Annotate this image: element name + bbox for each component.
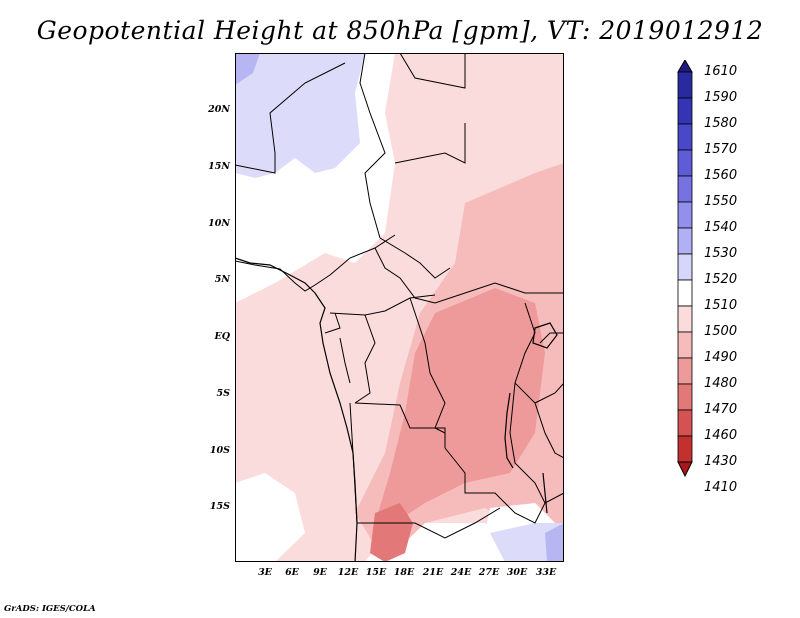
lat-label-10n: 10N <box>208 218 230 229</box>
field-blue-northwest <box>235 53 365 178</box>
lat-label-10s: 10S <box>209 445 230 456</box>
border-line <box>374 247 466 304</box>
colorbar-label: 1520 <box>704 272 738 287</box>
border-line <box>534 382 564 404</box>
lon-label-21e: 21E <box>422 567 444 578</box>
grads-credit: GrADS: IGES/COLA <box>4 604 96 614</box>
colorbar-cell <box>677 97 693 125</box>
border-line <box>539 332 564 344</box>
lake-victoria <box>532 322 558 349</box>
country-borders <box>235 53 564 539</box>
lon-label-6e: 6E <box>285 567 299 578</box>
colorbar-cell <box>677 435 693 463</box>
border-line <box>235 260 331 292</box>
colorbar-cell <box>677 201 693 229</box>
map-panel <box>235 53 564 562</box>
border-line <box>509 382 546 504</box>
colorbar-cell <box>677 253 693 281</box>
field-blue-southeast-dark <box>545 523 564 562</box>
coast-line <box>235 257 358 562</box>
field-blue-corner <box>235 53 260 85</box>
colorbar-cell <box>677 149 693 177</box>
colorbar-label: 1510 <box>704 298 738 313</box>
colorbar-label: 1590 <box>704 90 738 105</box>
border-line <box>354 314 376 404</box>
colorbar-arrow-top <box>677 60 693 73</box>
colorbar-cell <box>677 123 693 151</box>
lon-label-12e: 12E <box>337 567 359 578</box>
colorbar-label: 1490 <box>704 350 738 365</box>
chart-title: Geopotential Height at 850hPa [gpm], VT:… <box>36 16 764 45</box>
lat-label-15n: 15N <box>208 161 230 172</box>
lon-label-3e: 3E <box>258 567 272 578</box>
colorbar-cell <box>677 279 693 307</box>
coastline <box>235 257 358 562</box>
border-line <box>379 237 451 279</box>
border-line <box>394 123 466 164</box>
border-line <box>235 62 346 174</box>
border-line <box>399 53 466 89</box>
colorbar-label: 1580 <box>704 116 738 131</box>
colorbar-arrow-bottom <box>677 461 693 478</box>
field-red-southwest <box>370 503 413 562</box>
border-line <box>329 294 436 316</box>
lat-label-5n: 5N <box>214 274 230 285</box>
border-line <box>409 297 446 434</box>
lon-label-33e: 33E <box>535 567 557 578</box>
lake-malawi <box>542 472 548 514</box>
border-line <box>324 312 341 334</box>
colorbar <box>677 60 693 478</box>
colorbar-cell <box>677 331 693 359</box>
border-line <box>357 507 501 539</box>
lat-label-15s: 15S <box>209 501 230 512</box>
lon-label-30e: 30E <box>506 567 528 578</box>
field-pink-dark <box>375 288 545 523</box>
field-white-southwest <box>235 473 305 562</box>
lat-label-eq: EQ <box>214 331 230 342</box>
lat-label-20n: 20N <box>208 104 230 115</box>
colorbar-label: 1560 <box>704 168 738 183</box>
border-line <box>354 402 446 448</box>
colorbar-cell <box>677 305 693 333</box>
lat-label-5s: 5S <box>216 388 230 399</box>
colorbar-cell <box>677 383 693 411</box>
lon-label-9e: 9E <box>313 567 327 578</box>
colorbar-label: 1470 <box>704 402 738 417</box>
colorbar-label: 1410 <box>704 480 738 495</box>
colorbar-label: 1500 <box>704 324 738 339</box>
colorbar-label: 1570 <box>704 142 738 157</box>
colorbar-label: 1460 <box>704 428 738 443</box>
colorbar-label: 1480 <box>704 376 738 391</box>
map-border <box>235 53 564 562</box>
colorbar-cell <box>677 409 693 437</box>
colorbar-cell <box>677 357 693 385</box>
lon-label-27e: 27E <box>478 567 500 578</box>
lake-tanganyika <box>504 392 514 469</box>
lon-label-15e: 15E <box>365 567 387 578</box>
colorbar-cell <box>677 227 693 255</box>
border-line <box>359 53 386 239</box>
colorbar-label: 1430 <box>704 454 738 469</box>
colorbar-label: 1540 <box>704 220 738 235</box>
height-field <box>235 53 564 562</box>
colorbar-cell <box>677 71 693 99</box>
border-line <box>464 282 564 294</box>
colorbar-label: 1530 <box>704 246 738 261</box>
border-line <box>339 337 351 384</box>
colorbar-label: 1610 <box>704 64 738 79</box>
lon-label-24e: 24E <box>450 567 472 578</box>
border-line <box>444 447 564 524</box>
lakes <box>504 322 558 514</box>
colorbar-cell <box>677 175 693 203</box>
colorbar-label: 1550 <box>704 194 738 209</box>
lon-label-18e: 18E <box>393 567 415 578</box>
